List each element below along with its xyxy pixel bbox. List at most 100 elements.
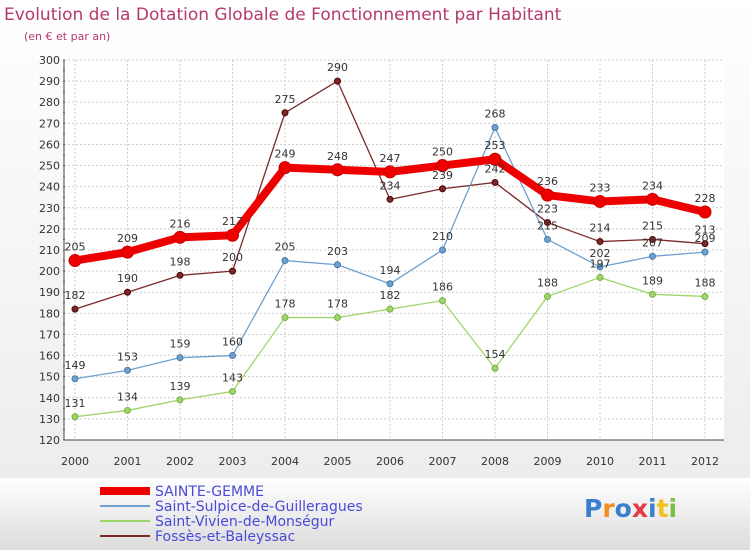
- data-label: 290: [327, 61, 348, 74]
- data-point-saint-vivien-de-monsegur: [649, 290, 656, 298]
- data-label: 159: [170, 338, 191, 351]
- data-label: 213: [695, 224, 716, 237]
- data-label: 194: [380, 264, 401, 277]
- series-saint-vivien-de-monsegur: [71, 273, 709, 421]
- legend-label: Fossès-et-Baleyssac: [155, 529, 295, 545]
- x-tick-label: 2002: [166, 455, 194, 468]
- logo-letter: o: [615, 494, 632, 523]
- logo-letter: i: [669, 494, 678, 523]
- x-tick-label: 2006: [376, 455, 404, 468]
- data-label: 203: [327, 245, 348, 258]
- data-point-fosses-et-baleyssac: [386, 195, 394, 203]
- data-label: 249: [275, 148, 296, 161]
- y-tick-label: 180: [39, 307, 60, 320]
- data-label: 200: [222, 251, 243, 264]
- data-label: 209: [117, 232, 138, 245]
- logo-letter: t: [657, 494, 669, 523]
- data-label: 248: [327, 150, 348, 163]
- data-point-sainte-gemme: [68, 254, 82, 268]
- data-point-sainte-gemme: [278, 161, 292, 175]
- data-label: 205: [65, 241, 86, 254]
- data-label: 207: [642, 236, 663, 249]
- data-label: 188: [537, 276, 558, 289]
- legend: SAINTE-GEMMESaint-Sulpice-de-Guillerague…: [100, 484, 363, 545]
- data-point-sainte-gemme: [436, 159, 449, 173]
- data-label: 236: [537, 175, 558, 188]
- data-label: 209: [695, 232, 716, 245]
- data-point-saint-vivien-de-monsegur: [176, 396, 184, 404]
- x-tick-label: 2010: [586, 455, 614, 468]
- data-label: 205: [275, 241, 296, 254]
- data-point-saint-sulpice-de-guilleragues: [491, 124, 499, 132]
- series-sainte-gemme: [68, 152, 712, 268]
- data-point-sainte-gemme: [173, 230, 187, 244]
- x-tick-label: 2011: [639, 455, 667, 468]
- data-label: 154: [485, 348, 506, 361]
- data-point-saint-vivien-de-monsegur: [124, 406, 131, 414]
- series-layer: [68, 77, 712, 421]
- data-label: 190: [117, 272, 138, 285]
- y-tick-label: 130: [39, 413, 60, 426]
- data-label: 233: [590, 181, 611, 194]
- data-label: 214: [590, 222, 611, 235]
- data-label: 268: [485, 108, 506, 121]
- data-label: 178: [327, 298, 348, 311]
- logo-letter: P: [584, 494, 602, 523]
- y-tick-label: 120: [39, 434, 60, 447]
- y-tick-label: 160: [39, 350, 60, 363]
- chart-title: Evolution de la Dotation Globale de Fonc…: [4, 5, 562, 25]
- data-point-sainte-gemme: [488, 152, 502, 166]
- y-tick-label: 150: [39, 371, 60, 384]
- logo-letter: i: [648, 494, 657, 523]
- data-label: 247: [380, 152, 401, 165]
- data-point-sainte-gemme: [383, 165, 397, 179]
- data-point-saint-vivien-de-monsegur: [491, 364, 499, 372]
- y-tick-label: 140: [39, 392, 60, 405]
- x-tick-label: 2008: [481, 455, 509, 468]
- y-tick-label: 230: [39, 202, 60, 215]
- data-label: 134: [117, 390, 138, 403]
- data-point-fosses-et-baleyssac: [544, 219, 551, 227]
- data-point-fosses-et-baleyssac: [649, 235, 656, 243]
- y-tick-label: 170: [39, 328, 60, 341]
- data-point-fosses-et-baleyssac: [124, 288, 131, 296]
- data-point-sainte-gemme: [541, 188, 554, 202]
- legend-label: Saint-Vivien-de-Monségur: [155, 514, 335, 530]
- data-point-sainte-gemme: [331, 163, 344, 177]
- data-label: 186: [432, 281, 453, 294]
- data-point-sainte-gemme: [226, 228, 239, 242]
- data-label: 234: [642, 179, 663, 192]
- data-label: 149: [65, 359, 86, 372]
- logo-letter: r: [602, 494, 615, 523]
- data-labels-layer: 205 209 216 217 249 248 247 250 253 236 233 234 228 1…: [65, 61, 716, 410]
- data-label: 153: [117, 350, 138, 363]
- data-point-saint-sulpice-de-guilleragues: [386, 280, 394, 288]
- data-point-saint-vivien-de-monsegur: [71, 413, 79, 421]
- data-label: 210: [432, 230, 453, 243]
- data-point-saint-sulpice-de-guilleragues: [701, 248, 709, 256]
- data-label: 160: [222, 336, 243, 349]
- data-label: 198: [170, 255, 191, 268]
- y-tick-label: 220: [39, 223, 60, 236]
- x-tick-label: 2004: [271, 455, 299, 468]
- data-label: 197: [590, 257, 611, 270]
- data-point-saint-vivien-de-monsegur: [544, 292, 551, 300]
- data-label: 242: [485, 162, 506, 175]
- x-tick-label: 2005: [324, 455, 352, 468]
- x-tick-label: 2003: [219, 455, 247, 468]
- data-point-fosses-et-baleyssac: [229, 267, 236, 275]
- y-tick-label: 190: [39, 286, 60, 299]
- data-point-saint-sulpice-de-guilleragues: [229, 352, 236, 360]
- data-point-fosses-et-baleyssac: [439, 185, 446, 193]
- y-tick-label: 200: [39, 265, 60, 278]
- data-point-saint-vivien-de-monsegur: [596, 273, 604, 281]
- data-point-sainte-gemme: [698, 205, 712, 219]
- data-label: 143: [222, 371, 243, 384]
- data-point-saint-sulpice-de-guilleragues: [596, 263, 604, 271]
- data-label: 215: [642, 219, 663, 232]
- data-point-fosses-et-baleyssac: [176, 271, 184, 279]
- data-point-saint-vivien-de-monsegur: [229, 387, 236, 395]
- data-point-saint-vivien-de-monsegur: [334, 314, 341, 322]
- data-label: 189: [642, 274, 663, 287]
